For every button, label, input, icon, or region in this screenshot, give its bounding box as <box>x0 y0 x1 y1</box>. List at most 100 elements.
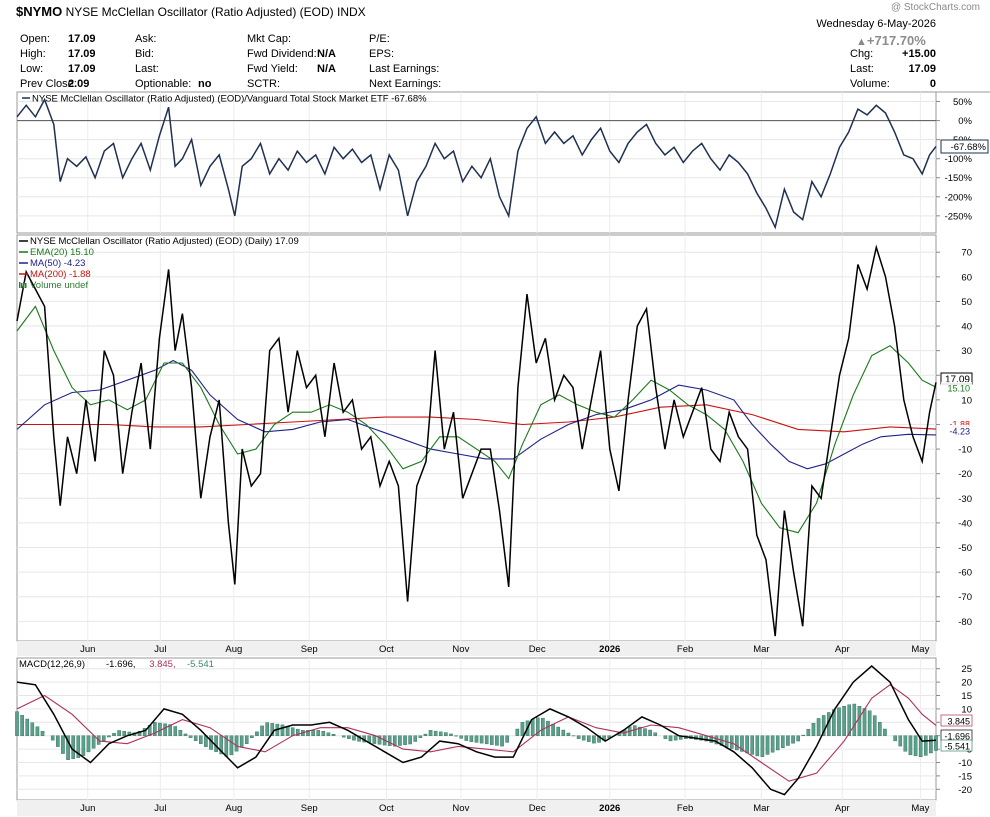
y-tick-label: -30 <box>958 494 972 505</box>
macd-histogram-bar <box>515 728 520 736</box>
legend-swatch <box>19 282 21 288</box>
y-tick-label: -50 <box>958 543 972 554</box>
legend-entry: NYSE McClellan Oscillator (Ratio Adjuste… <box>30 236 299 247</box>
value-tag-box <box>941 382 972 393</box>
y-tick-label: -250% <box>945 211 973 222</box>
quote-label: Fwd Yield: <box>247 63 298 75</box>
legend-entry: MA(200) -1.88 <box>30 269 91 280</box>
macd-histogram-bar <box>449 733 453 736</box>
y-tick-label: -40 <box>958 518 972 529</box>
macd-histogram-bar <box>413 735 418 742</box>
macd-histogram-bar <box>265 722 269 736</box>
macd-histogram-bar <box>883 728 887 736</box>
macd-histogram-bar <box>398 735 402 746</box>
macd-histogram-bar <box>632 725 637 736</box>
quote-value: 17.09 <box>68 63 96 75</box>
value-tag-box <box>940 739 973 752</box>
macd-histogram-bar <box>137 731 142 736</box>
macd-histogram-bar <box>714 735 719 745</box>
y-tick-label: 10 <box>961 704 972 715</box>
series-line <box>16 359 937 470</box>
y-tick-label: 70 <box>961 248 972 259</box>
quote-label: Fwd Dividend: <box>247 48 317 60</box>
macd-histogram-bar <box>673 735 678 741</box>
macd-histogram-bar <box>418 735 423 738</box>
macd-value: -1.696, <box>106 659 136 670</box>
macd-histogram-bar <box>765 735 770 755</box>
macd-histogram-bar <box>326 732 331 736</box>
macd-histogram-bar <box>86 735 91 753</box>
series-line <box>16 665 937 796</box>
legend-entry: EMA(20) 15.10 <box>30 247 94 258</box>
y-tick-label: 15 <box>961 691 972 702</box>
macd-histogram-bar <box>290 727 295 736</box>
quote-label: Bid: <box>135 48 154 60</box>
quote-label: EPS: <box>369 48 395 60</box>
macd-histogram-bar <box>35 726 40 736</box>
macd-histogram-bar <box>484 735 489 745</box>
y-tick-label: -200% <box>945 192 973 203</box>
macd-histogram-bar <box>91 735 96 749</box>
legend-entry: MA(50) -4.23 <box>30 258 85 269</box>
macd-histogram-bar <box>893 735 897 742</box>
macd-histogram-bar <box>331 734 336 736</box>
macd-histogram-bar <box>112 733 116 736</box>
macd-histogram-bar <box>862 708 867 736</box>
macd-histogram-bar <box>428 730 433 736</box>
macd-histogram-bar <box>505 735 509 743</box>
macd-histogram-bar <box>852 703 857 736</box>
macd-histogram-bar <box>408 735 412 745</box>
macd-histogram-bar <box>500 735 504 747</box>
macd-histogram-bar <box>581 735 586 741</box>
x-tick-label: Jul <box>154 803 166 814</box>
x-tick-label: Aug <box>225 803 242 814</box>
chart-title: $NYMO NYSE McClellan Oscillator (Ratio A… <box>16 4 366 19</box>
macd-histogram-bar <box>101 735 106 741</box>
macd-histogram-bar <box>341 735 346 738</box>
exchange: INDX <box>337 5 366 19</box>
macd-histogram-bar <box>30 722 35 736</box>
value-tag: -4.23 <box>949 427 970 437</box>
panel-frame-ratio <box>16 91 937 234</box>
macd-histogram-bar <box>239 735 244 748</box>
macd-histogram-bar <box>729 735 734 749</box>
y-tick-label: -70 <box>958 592 972 603</box>
y-tick-label: -150% <box>945 173 973 184</box>
quote-label: Prev Close: <box>20 78 77 90</box>
macd-histogram-bar <box>816 718 821 736</box>
x-tick-label: Sep <box>301 644 318 655</box>
macd-histogram-bar <box>847 704 852 736</box>
y-tick-label: 50% <box>953 97 973 108</box>
macd-histogram-bar <box>423 733 428 736</box>
macd-histogram-bar <box>918 735 923 758</box>
quote-label: SCTR: <box>247 78 280 90</box>
quote-value: 2.09 <box>68 78 90 90</box>
macd-histogram-bar <box>837 707 841 736</box>
macd-histogram-bar <box>71 735 75 759</box>
macd-histogram-bar <box>377 735 382 745</box>
macd-histogram-bar <box>20 715 24 736</box>
macd-histogram-bar <box>913 735 918 757</box>
quote-value: N/A <box>317 63 336 75</box>
macd-histogram-bar <box>244 735 249 744</box>
quote-label: Ask: <box>135 33 157 45</box>
value-tag: 15.10 <box>947 384 970 394</box>
macd-histogram-bar <box>193 735 198 741</box>
quote-value: 0 <box>929 78 936 90</box>
quote-value: +15.00 <box>902 48 936 60</box>
macd-histogram-bar <box>908 735 913 756</box>
macd-histogram-bar <box>801 734 806 736</box>
macd-histogram-bar <box>178 729 183 736</box>
macd-histogram-bar <box>234 735 239 752</box>
quote-label: Next Earnings: <box>369 78 442 90</box>
macd-histogram-bar <box>755 735 760 757</box>
macd-histogram-bar <box>566 732 571 736</box>
macd-histogram-bar <box>250 735 254 738</box>
x-tick-label: Sep <box>301 803 318 814</box>
value-tag-box <box>941 418 972 429</box>
macd-histogram-bar <box>142 728 147 736</box>
macd-histogram-bar <box>347 735 351 739</box>
x-tick-label: Apr <box>835 803 850 814</box>
macd-histogram-bar <box>663 735 668 739</box>
